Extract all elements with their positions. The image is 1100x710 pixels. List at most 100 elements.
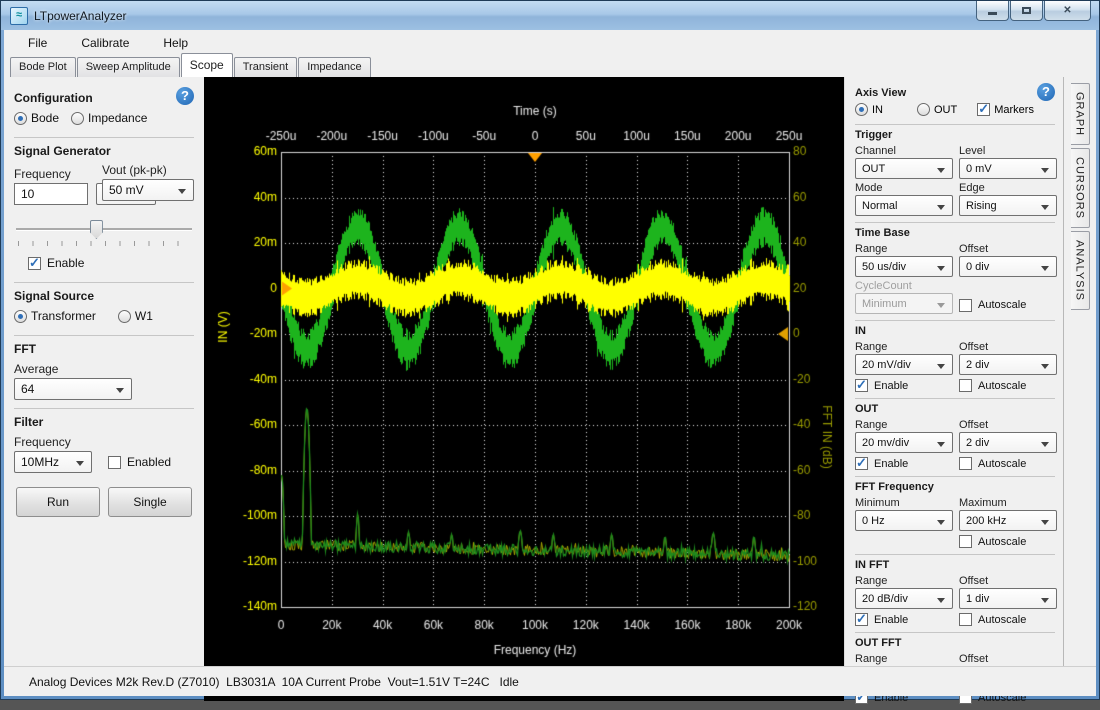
fft-maximum-label: Maximum <box>959 497 1057 509</box>
side-tab-analysis[interactable]: ANALYSIS <box>1071 231 1090 310</box>
minimize-icon <box>988 12 997 15</box>
maximize-button[interactable] <box>1010 1 1043 21</box>
in-fft-enable-checkbox[interactable] <box>855 613 868 626</box>
filter-enabled-label: Enabled <box>127 455 171 469</box>
main-tabs: Bode Plot Sweep Amplitude Scope Transien… <box>4 56 1096 77</box>
minimize-button[interactable] <box>976 1 1009 21</box>
tab-impedance[interactable]: Impedance <box>298 57 370 77</box>
in-fft-autoscale-label: Autoscale <box>978 614 1026 626</box>
sg-enable-checkbox[interactable] <box>28 257 41 270</box>
time-base-range-label: Range <box>855 243 953 255</box>
vout-value: 50 mV <box>109 183 144 197</box>
filter-frequency-select[interactable]: 10MHz <box>14 451 92 473</box>
out-enable-checkbox[interactable] <box>855 457 868 470</box>
settings-panel-right: Axis View ? IN OUT Markers Trigger <box>844 77 1063 667</box>
in-offset-select[interactable]: 2 div <box>959 354 1057 375</box>
fft-frequency-autoscale-checkbox[interactable] <box>959 535 972 548</box>
time-base-autoscale-checkbox[interactable] <box>959 299 972 312</box>
out-offset-value: 2 div <box>966 437 989 449</box>
trigger-edge-value: Rising <box>966 200 997 212</box>
in-fft-offset-select[interactable]: 1 div <box>959 588 1057 609</box>
tab-bode-plot[interactable]: Bode Plot <box>10 57 76 77</box>
average-value: 64 <box>21 382 34 396</box>
in-range-select[interactable]: 20 mV/div <box>855 354 953 375</box>
frequency-slider[interactable] <box>16 219 192 239</box>
side-tab-graph[interactable]: GRAPH <box>1071 83 1090 145</box>
filter-title: Filter <box>14 415 194 429</box>
bode-radio[interactable] <box>14 112 27 125</box>
out-enable-label: Enable <box>874 458 908 470</box>
scope-plot-panel[interactable] <box>204 77 844 667</box>
menu-calibrate[interactable]: Calibrate <box>71 32 139 54</box>
trigger-level-select[interactable]: 0 mV <box>959 158 1057 179</box>
markers-checkbox[interactable] <box>977 103 990 116</box>
fft-minimum-select[interactable]: 0 Hz <box>855 510 953 531</box>
out-autoscale-checkbox[interactable] <box>959 457 972 470</box>
time-base-offset-label: Offset <box>959 243 1057 255</box>
w1-radio[interactable] <box>118 310 131 323</box>
axis-view-title: Axis View <box>855 87 1055 99</box>
settings-panel-left: Configuration ? Bode Impedance Signal Ge… <box>4 77 204 667</box>
in-autoscale-checkbox[interactable] <box>959 379 972 392</box>
impedance-radio[interactable] <box>71 112 84 125</box>
out-range-select[interactable]: 20 mv/div <box>855 432 953 453</box>
trigger-mode-select[interactable]: Normal <box>855 195 953 216</box>
status-text: Analog Devices M2k Rev.D (Z7010) LB3031A… <box>4 675 519 689</box>
in-fft-title: IN FFT <box>855 559 1055 571</box>
fft-maximum-select[interactable]: 200 kHz <box>959 510 1057 531</box>
time-base-autoscale-label: Autoscale <box>978 299 1026 311</box>
app-window: ≈ LTpowerAnalyzer ✕ File Calibrate Help … <box>0 0 1100 700</box>
time-base-range-select[interactable]: 50 us/div <box>855 256 953 277</box>
out-range-label: Range <box>855 419 953 431</box>
out-range-value: 20 mv/div <box>862 437 909 449</box>
signal-generator-title: Signal Generator <box>14 144 194 158</box>
in-fft-offset-label: Offset <box>959 575 1057 587</box>
vout-select[interactable]: 50 mV <box>102 179 194 201</box>
frequency-input[interactable]: 10 <box>14 183 88 205</box>
tab-transient[interactable]: Transient <box>234 57 297 77</box>
fft-minimum-value: 0 Hz <box>862 515 885 527</box>
fft-frequency-title: FFT Frequency <box>855 481 1055 493</box>
in-fft-range-select[interactable]: 20 dB/div <box>855 588 953 609</box>
close-icon: ✕ <box>1063 5 1071 16</box>
menu-file[interactable]: File <box>18 32 57 54</box>
in-fft-range-label: Range <box>855 575 953 587</box>
scope-plot-canvas[interactable] <box>204 77 844 701</box>
run-button[interactable]: Run <box>16 487 100 517</box>
average-select[interactable]: 64 <box>14 378 132 400</box>
trigger-edge-label: Edge <box>959 182 1057 194</box>
in-enable-checkbox[interactable] <box>855 379 868 392</box>
status-bar: Analog Devices M2k Rev.D (Z7010) LB3031A… <box>4 666 1096 696</box>
single-button[interactable]: Single <box>108 487 192 517</box>
time-base-offset-select[interactable]: 0 div <box>959 256 1057 277</box>
slider-thumb[interactable] <box>90 220 103 239</box>
axis-out-label: OUT <box>934 104 957 116</box>
signal-source-title: Signal Source <box>14 289 194 303</box>
axis-in-radio[interactable] <box>855 103 868 116</box>
in-autoscale-label: Autoscale <box>978 380 1026 392</box>
title-bar[interactable]: ≈ LTpowerAnalyzer ✕ <box>1 1 1099 30</box>
out-offset-label: Offset <box>959 419 1057 431</box>
filter-enabled-checkbox[interactable] <box>108 456 121 469</box>
tab-sweep-amplitude[interactable]: Sweep Amplitude <box>77 57 180 77</box>
out-title: OUT <box>855 403 1055 415</box>
side-tab-cursors[interactable]: CURSORS <box>1071 148 1090 228</box>
trigger-channel-select[interactable]: OUT <box>855 158 953 179</box>
tab-scope[interactable]: Scope <box>181 53 233 77</box>
time-base-offset-value: 0 div <box>966 261 989 273</box>
slider-ticks <box>18 241 190 246</box>
out-fft-offset-label: Offset <box>959 653 1057 665</box>
out-fft-range-label: Range <box>855 653 953 665</box>
out-offset-select[interactable]: 2 div <box>959 432 1057 453</box>
axis-view-help-icon[interactable]: ? <box>1037 83 1055 101</box>
trigger-edge-select[interactable]: Rising <box>959 195 1057 216</box>
in-fft-enable-label: Enable <box>874 614 908 626</box>
axis-out-radio[interactable] <box>917 103 930 116</box>
configuration-title: Configuration <box>14 91 194 105</box>
help-icon[interactable]: ? <box>176 87 194 105</box>
close-button[interactable]: ✕ <box>1044 1 1091 21</box>
menu-help[interactable]: Help <box>153 32 198 54</box>
transformer-radio[interactable] <box>14 310 27 323</box>
in-fft-autoscale-checkbox[interactable] <box>959 613 972 626</box>
trigger-mode-value: Normal <box>862 200 897 212</box>
